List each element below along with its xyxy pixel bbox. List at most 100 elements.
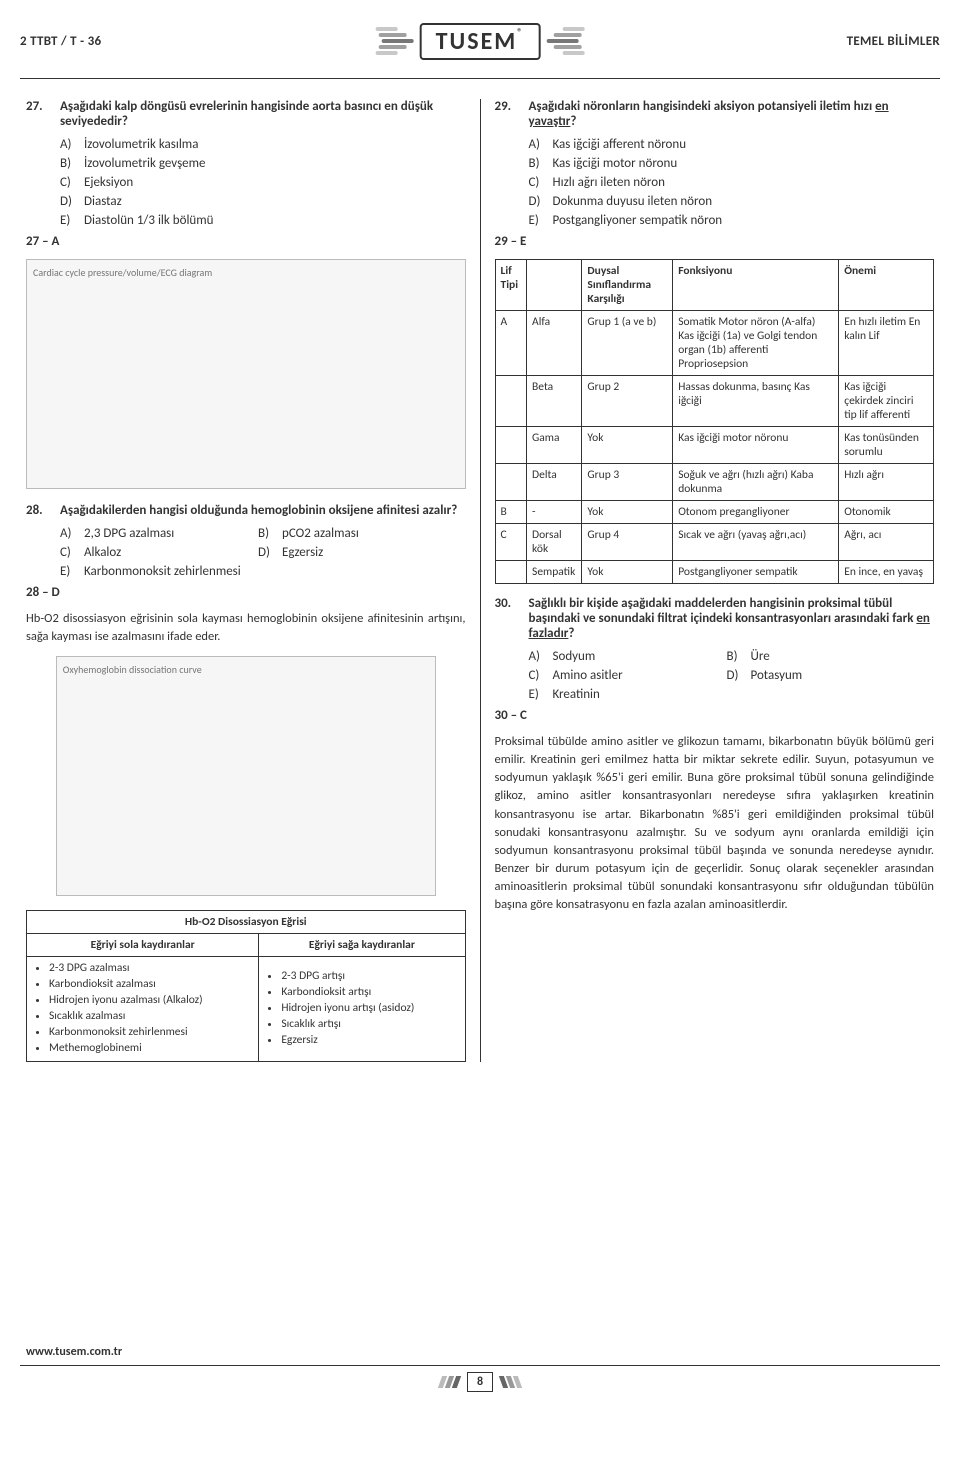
q29-num: 29.	[495, 99, 519, 129]
q29-cell: Beta	[527, 376, 582, 427]
q29-cell: B	[495, 501, 527, 524]
q29-cell: Soğuk ve ağrı (hızlı ağrı) Kaba dokunma	[673, 464, 839, 501]
q28-left-item: Karbondioksit azalması	[49, 977, 252, 991]
q30-options: A)Sodyum B)Üre C)Amino asitler D)Potasyu…	[529, 649, 935, 702]
q28-right-item: Hidrojen iyonu artışı (asidoz)	[281, 1001, 458, 1015]
q28-right-item: Sıcaklık artışı	[281, 1017, 458, 1031]
q27-options: A)İzovolumetrik kasılma B)İzovolumetrik …	[60, 137, 466, 228]
q30-answer: 30 – C	[495, 708, 935, 723]
q29-options: A)Kas iğciği afferent nöronu B)Kas iğciğ…	[529, 137, 935, 228]
q27-answer: 27 – A	[26, 234, 466, 249]
q29-row: AAlfaGrup 1 (a ve b)Somatik Motor nöron …	[495, 311, 934, 376]
q30-opt-a: A)Sodyum	[529, 649, 709, 664]
q29-cell: Grup 3	[582, 464, 673, 501]
q28-left-item: 2-3 DPG azalması	[49, 961, 252, 975]
q29-cell: Grup 4	[582, 524, 673, 561]
q29-opt-d: D)Dokunma duyusu ileten nöron	[529, 194, 935, 209]
q29-cell: Grup 1 (a ve b)	[582, 311, 673, 376]
q29-cell: A	[495, 311, 527, 376]
page-footer: www.tusem.com.tr 8	[20, 1345, 940, 1392]
q29-cell: Hızlı ağrı	[839, 464, 934, 501]
q29-cell: Gama	[527, 427, 582, 464]
q29-opt-a: A)Kas iğciği afferent nöronu	[529, 137, 935, 152]
q29-cell: Kas iğciği motor nöronu	[673, 427, 839, 464]
q29-cell	[495, 464, 527, 501]
q28-opt-b: B)pCO2 azalması	[258, 526, 438, 541]
q29-cell	[495, 427, 527, 464]
right-column: 29. Aşağıdaki nöronların hangisindeki ak…	[481, 99, 941, 1062]
q28-figure: Oxyhemoglobin dissociation curve	[56, 656, 436, 896]
q29-cell: Alfa	[527, 311, 582, 376]
q29-cell: C	[495, 524, 527, 561]
q29-row: SempatikYokPostgangliyoner sempatikEn in…	[495, 561, 934, 584]
q29-th: Duysal Sınıflandırma Karşılığı	[582, 260, 673, 311]
q29-cell: Kas tonüsünden sorumlu	[839, 427, 934, 464]
q29-row: BetaGrup 2Hassas dokunma, basınç Kas iğc…	[495, 376, 934, 427]
q27-num: 27.	[26, 99, 50, 129]
q27-opt-a: A)İzovolumetrik kasılma	[60, 137, 466, 152]
q28-left-item: Methemoglobinemi	[49, 1041, 252, 1055]
q28-text: Aşağıdakilerden hangisi olduğunda hemogl…	[60, 503, 457, 518]
logo-stripes-right	[546, 27, 584, 55]
q29-cell: Hassas dokunma, basınç Kas iğciği	[673, 376, 839, 427]
q29-cell: Sıcak ve ağrı (yavaş ağrı,acı)	[673, 524, 839, 561]
q29-opt-b: B)Kas iğciği motor nöronu	[529, 156, 935, 171]
logo-text: TUSEM®	[420, 23, 541, 60]
q29-cell: Grup 2	[582, 376, 673, 427]
q28-stem: 28. Aşağıdakilerden hangisi olduğunda he…	[26, 503, 466, 518]
q29-cell: Sempatik	[527, 561, 582, 584]
header-right: TEMEL BİLİMLER	[847, 34, 940, 49]
q27-opt-c: C)Ejeksiyon	[60, 175, 466, 190]
q28-explanation: Hb-O2 disossiasyon eğrisinin sola kaymas…	[26, 610, 466, 646]
q28-left-item: Karbonmonoksit zehirlenmesi	[49, 1025, 252, 1039]
q29-th: Lif Tipi	[495, 260, 527, 311]
q29-cell: Dorsal kök	[527, 524, 582, 561]
page-number: 8	[467, 1372, 493, 1392]
q29-opt-e: E)Postgangliyoner sempatik nöron	[529, 213, 935, 228]
q27-opt-e: E)Diastolün 1/3 ilk bölümü	[60, 213, 466, 228]
header-left: 2 TTBT / T - 36	[20, 34, 101, 49]
q29-opt-c: C)Hızlı ağrı ileten nöron	[529, 175, 935, 190]
q28-left-item: Hidrojen iyonu azalması (Alkaloz)	[49, 993, 252, 1007]
q28-tbl-right-hdr: Eğriyi sağa kaydıranlar	[259, 934, 465, 957]
q28-shift-table: Hb-O2 Disossiasyon Eğrisi Eğriyi sola ka…	[26, 910, 466, 1062]
q29-fiber-table: Lif Tipi Duysal Sınıflandırma KarşılığıFo…	[495, 259, 935, 584]
q29-cell: Yok	[582, 501, 673, 524]
q29-cell: Delta	[527, 464, 582, 501]
q28-opt-a: A)2,3 DPG azalması	[60, 526, 240, 541]
q29-cell: Otonomik	[839, 501, 934, 524]
q29-cell: En hızlı iletim En kalın Lif	[839, 311, 934, 376]
logo-block: TUSEM®	[376, 23, 585, 60]
q29-answer: 29 – E	[495, 234, 935, 249]
footer-stripes-right	[501, 1376, 520, 1388]
q27-text: Aşağıdaki kalp döngüsü evrelerinin hangi…	[60, 99, 466, 129]
q29-th: Fonksiyonu	[673, 260, 839, 311]
q28-left-item: Sıcaklık azalması	[49, 1009, 252, 1023]
left-column: 27. Aşağıdaki kalp döngüsü evrelerinin h…	[20, 99, 481, 1062]
q27-opt-d: D)Diastaz	[60, 194, 466, 209]
q30-opt-d: D)Potasyum	[727, 668, 907, 683]
q28-tbl-left-hdr: Eğriyi sola kaydıranlar	[27, 934, 259, 957]
q29-cell: Kas iğciği çekirdek zinciri tip lif affe…	[839, 376, 934, 427]
q30-opt-b: B)Üre	[727, 649, 907, 664]
q29-cell	[495, 561, 527, 584]
q28-right-item: 2-3 DPG artışı	[281, 969, 458, 983]
q30-stem: 30. Sağlıklı bir kişide aşağıdaki maddel…	[495, 596, 935, 641]
q27-stem: 27. Aşağıdaki kalp döngüsü evrelerinin h…	[26, 99, 466, 129]
q29-cell: Postgangliyoner sempatik	[673, 561, 839, 584]
q28-opt-e: E)Karbonmonoksit zehirlenmesi	[60, 564, 241, 579]
footer-url: www.tusem.com.tr	[26, 1345, 940, 1359]
q27-opt-b: B)İzovolumetrik gevşeme	[60, 156, 466, 171]
q29-cell: Somatik Motor nöron (A-alfa) Kas iğciği …	[673, 311, 839, 376]
logo-stripes-left	[376, 27, 414, 55]
q29-th	[527, 260, 582, 311]
footer-stripes-left	[440, 1376, 459, 1388]
q29-row: DeltaGrup 3Soğuk ve ağrı (hızlı ağrı) Ka…	[495, 464, 934, 501]
q29-row: GamaYokKas iğciği motor nöronuKas tonüsü…	[495, 427, 934, 464]
q30-opt-c: C)Amino asitler	[529, 668, 709, 683]
q29-cell: Ağrı, acı	[839, 524, 934, 561]
q29-text: Aşağıdaki nöronların hangisindeki aksiyo…	[529, 99, 935, 129]
q29-cell: Yok	[582, 427, 673, 464]
page-header: 2 TTBT / T - 36 TUSEM® TEMEL BİLİMLER	[20, 18, 940, 64]
q28-options: A)2,3 DPG azalması B)pCO2 azalması C)Alk…	[60, 526, 466, 579]
